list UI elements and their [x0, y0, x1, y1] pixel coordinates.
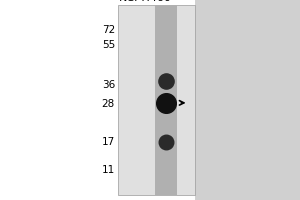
Bar [195, 0, 300, 200]
Text: NCI-H460: NCI-H460 [118, 0, 171, 3]
Text: 11: 11 [102, 165, 115, 175]
Text: 28: 28 [102, 99, 115, 109]
Text: 72: 72 [102, 25, 115, 35]
Point [163, 101, 168, 104]
Text: 55: 55 [102, 40, 115, 50]
Bar [155, 5, 176, 195]
Bar [0, 0, 118, 200]
Point [163, 140, 168, 143]
Text: 17: 17 [102, 137, 115, 147]
Point [163, 79, 168, 83]
Bar [118, 5, 195, 195]
Text: 36: 36 [102, 80, 115, 90]
